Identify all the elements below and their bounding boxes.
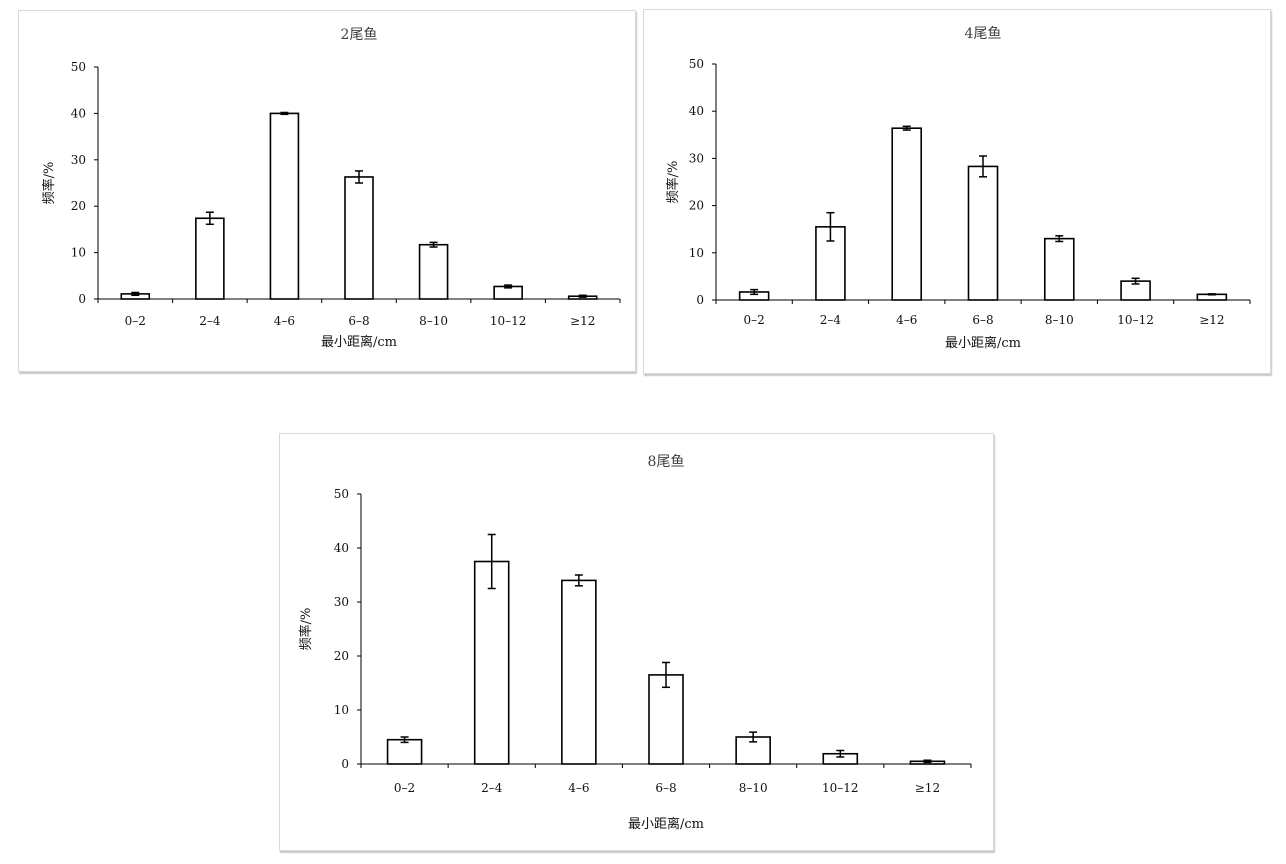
x-tick-label: 10–12 — [1117, 313, 1154, 327]
y-tick-label: 40 — [334, 541, 349, 555]
x-tick-label: 8–10 — [419, 314, 448, 328]
chart-panel-2-fish: 2尾鱼 0 10 20 30 40 50 0–2 2–4 4–6 6–8 8–10 10–12 ≥12 最小… — [18, 10, 636, 372]
y-tick-label: 40 — [71, 106, 86, 120]
y-tick-label: 20 — [334, 649, 349, 663]
y-tick-label: 50 — [334, 487, 349, 501]
y-axis-label: 频率/% — [665, 161, 681, 204]
x-tick-label: 10–12 — [822, 781, 859, 795]
y-tick-label: 10 — [334, 703, 349, 717]
y-tick-label: 50 — [71, 60, 86, 74]
y-axis-label: 频率/% — [41, 162, 57, 205]
y-tick-label: 40 — [689, 104, 704, 118]
bar-8–10 — [418, 243, 449, 300]
y-axis-label: 频率/% — [298, 608, 314, 651]
x-tick-label: 2–4 — [481, 781, 503, 795]
chart-svg-2-fish: 2尾鱼 0 10 20 30 40 50 0–2 2–4 4–6 6–8 8–10 10–12 ≥12 最小… — [41, 26, 621, 350]
x-tick-label: 8–10 — [1045, 313, 1074, 327]
y-tick-label: 0 — [341, 757, 349, 771]
y-tick-label: 0 — [696, 293, 704, 307]
bar-6–8 — [344, 176, 374, 300]
y-tick-label: 0 — [78, 292, 86, 306]
bar-4–6 — [891, 127, 923, 301]
x-tick-label: 0–2 — [125, 314, 146, 328]
y-tick-label: 10 — [689, 246, 704, 260]
x-tick-label: 4–6 — [274, 314, 295, 328]
x-tick-label: 4–6 — [896, 313, 917, 327]
chart-title: 8尾鱼 — [648, 453, 685, 470]
bar-4–6 — [561, 579, 597, 765]
bar-2–4 — [195, 217, 225, 300]
x-tick-label: 6–8 — [348, 314, 369, 328]
bar-8–10 — [1043, 237, 1075, 301]
x-tick-label: ≥12 — [915, 781, 940, 795]
y-tick-label: 30 — [71, 153, 86, 167]
x-tick-label: 0–2 — [394, 781, 415, 795]
chart-svg-8-fish: 8尾鱼 0 10 20 30 40 50 0–2 2–4 4–6 6–8 8–10 10–12 ≥12 最小… — [298, 453, 972, 832]
chart-panel-4-fish: 4尾鱼 0 10 20 30 40 50 0–2 2–4 4–6 6–8 8–10 10–12 ≥12 最小… — [643, 9, 1271, 374]
y-tick-label: 50 — [689, 57, 704, 71]
y-tick-label: 20 — [689, 199, 704, 213]
chart-panel-8-fish: 8尾鱼 0 10 20 30 40 50 0–2 2–4 4–6 6–8 8–10 10–12 ≥12 最小… — [279, 433, 994, 851]
x-tick-label: 6–8 — [972, 313, 993, 327]
bar-2–4 — [473, 560, 510, 765]
x-tick-label: ≥12 — [570, 314, 595, 328]
x-tick-label: 8–10 — [739, 781, 768, 795]
x-tick-label: 10–12 — [490, 314, 527, 328]
x-tick-label: 6–8 — [655, 781, 676, 795]
chart-svg-4-fish: 4尾鱼 0 10 20 30 40 50 0–2 2–4 4–6 6–8 8–10 10–12 ≥12 最小… — [665, 25, 1251, 351]
chart-title: 2尾鱼 — [341, 26, 378, 43]
x-axis-label: 最小距离/cm — [321, 334, 397, 350]
bar-4–6 — [269, 112, 300, 300]
x-axis-label: 最小距离/cm — [945, 335, 1021, 351]
x-tick-label: 2–4 — [820, 313, 842, 327]
x-tick-label: 2–4 — [199, 314, 221, 328]
y-tick-label: 10 — [71, 246, 86, 260]
y-tick-label: 30 — [334, 595, 349, 609]
bar-0–2 — [386, 738, 423, 765]
y-tick-label: 30 — [689, 151, 704, 165]
chart-title: 4尾鱼 — [965, 25, 1002, 42]
x-tick-label: 0–2 — [744, 313, 765, 327]
x-tick-label: ≥12 — [1199, 313, 1224, 327]
bar-6–8 — [967, 165, 999, 301]
x-tick-label: 4–6 — [568, 781, 589, 795]
bar-6–8 — [648, 674, 684, 765]
y-tick-label: 20 — [71, 199, 86, 213]
x-axis-label: 最小距离/cm — [628, 816, 704, 832]
